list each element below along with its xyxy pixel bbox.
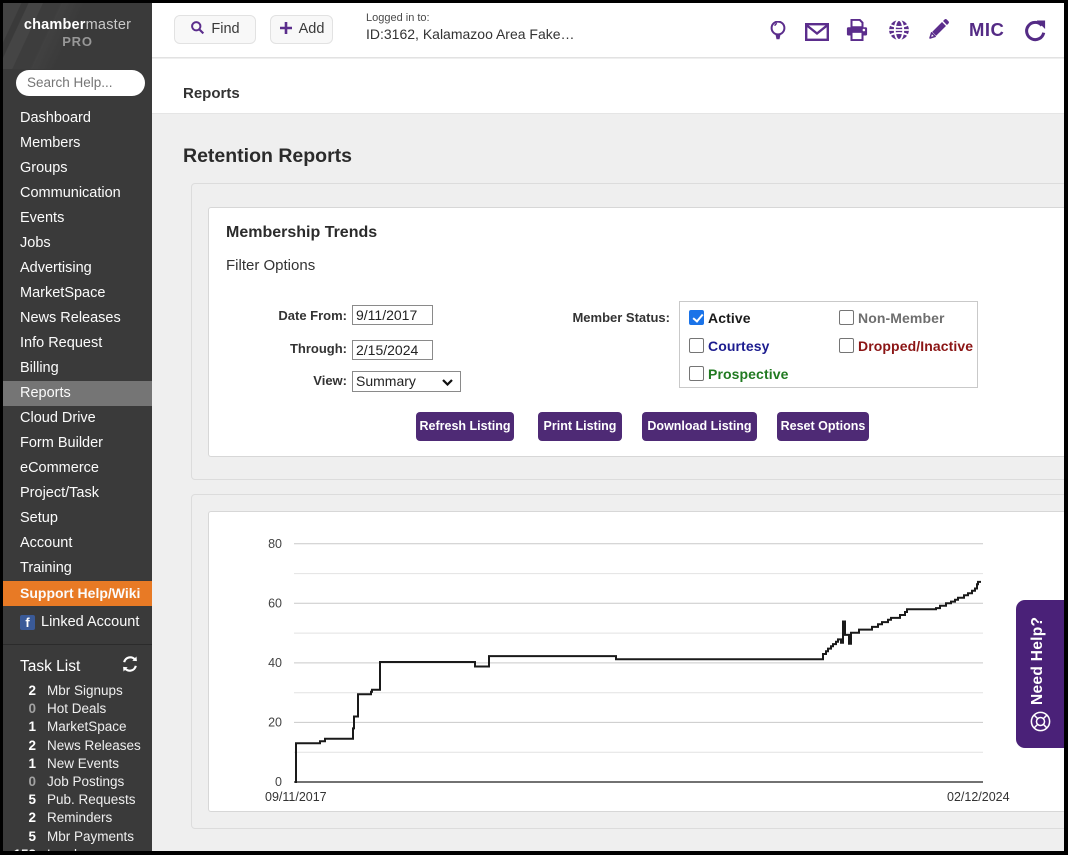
svg-text:80: 80 (268, 537, 282, 551)
svg-text:09/11/2017: 09/11/2017 (265, 790, 327, 804)
svg-text:40: 40 (268, 656, 282, 670)
svg-text:60: 60 (268, 596, 282, 610)
svg-text:0: 0 (275, 775, 282, 789)
svg-text:02/12/2024: 02/12/2024 (947, 790, 1010, 804)
svg-text:20: 20 (268, 715, 282, 729)
